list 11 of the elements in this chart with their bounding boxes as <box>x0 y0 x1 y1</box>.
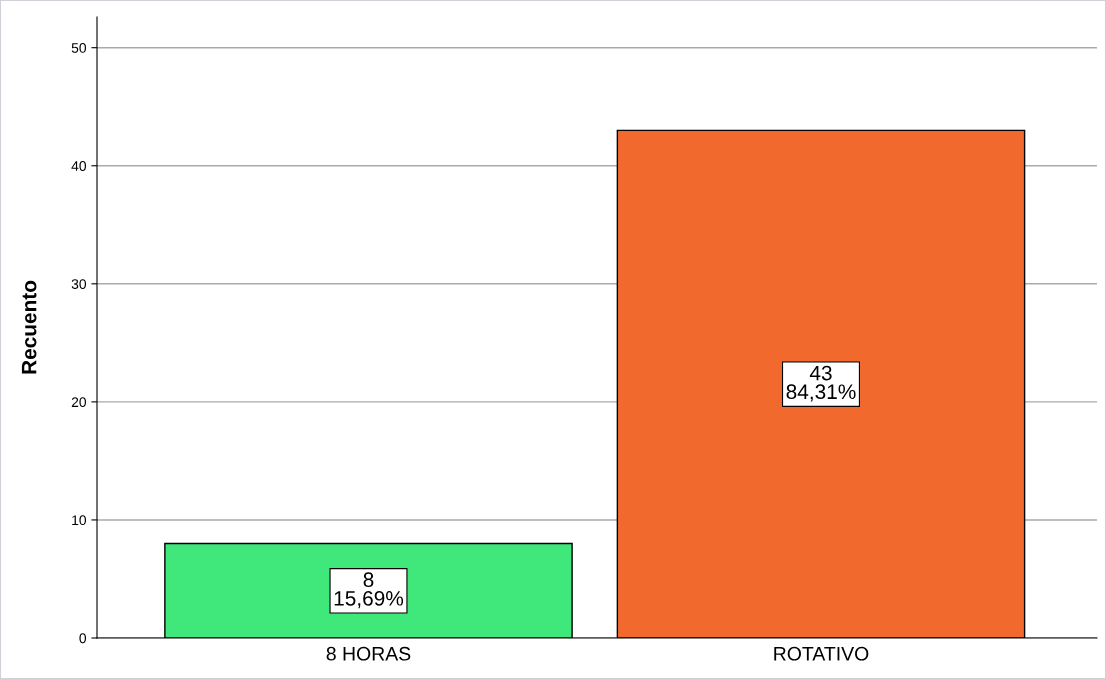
x-tick-label: 8 HORAS <box>326 646 411 661</box>
data-label: 8 15,69% <box>334 572 404 609</box>
y-tick-label: 30 <box>71 279 87 289</box>
y-tick-label: 50 <box>71 43 87 53</box>
x-tick-label: ROTATIVO <box>774 646 869 661</box>
y-tick-label: 0 <box>79 633 87 644</box>
y-tick-label: 10 <box>72 515 87 526</box>
y-axis-title: Recuento <box>21 280 37 374</box>
y-tick-label: 40 <box>71 161 87 171</box>
data-label: 43 84,31% <box>786 365 856 402</box>
y-tick-label: 20 <box>71 397 87 408</box>
